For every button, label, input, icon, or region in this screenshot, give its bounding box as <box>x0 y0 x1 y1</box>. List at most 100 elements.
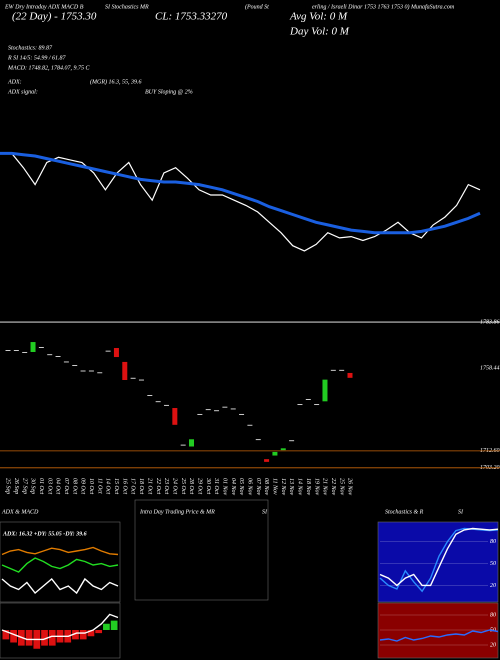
x-tick-label: 30 Sep <box>30 477 36 494</box>
x-tick-label: 25 Sep <box>5 478 11 494</box>
candle-body <box>163 404 169 406</box>
candle-body <box>72 365 78 366</box>
header-name: SI Stochastics MR <box>105 4 149 10</box>
candle-body <box>230 408 236 410</box>
x-tick-label: 06 Nov <box>247 478 253 496</box>
panel <box>134 499 269 601</box>
bar <box>95 630 103 634</box>
candle-body <box>322 379 328 402</box>
panel-title: ADX & MACD <box>1 509 39 515</box>
x-tick-label: 31 Oct <box>213 477 219 494</box>
candle-body <box>113 348 119 358</box>
x-tick-label: 11 Oct <box>96 478 102 494</box>
stat: Stochastics: 89.87 <box>8 45 53 51</box>
x-tick-label: 18 Oct <box>138 478 144 494</box>
x-tick-label: 21 Oct <box>146 478 152 494</box>
day-change: (22 Day) - 1753.30 <box>12 11 97 23</box>
line-series <box>379 629 499 642</box>
candle-body <box>80 370 86 372</box>
bar <box>10 630 17 643</box>
stat: (MGR) 16.3, 55, 39.6 <box>90 78 142 85</box>
x-tick-label: 12 Nov <box>280 478 286 496</box>
x-tick-label: 11 Nov <box>272 478 278 495</box>
y-tick-label: 80 <box>490 539 496 545</box>
candle-body <box>55 356 61 357</box>
stat: MACD: 1748.82, 1784.07, 9.75 C <box>7 64 90 71</box>
x-tick-label: 25 Nov <box>338 478 344 496</box>
candle-body <box>280 448 286 451</box>
candle-body <box>314 404 320 406</box>
candle-body <box>30 342 36 352</box>
y-tick-label: 80 <box>490 612 496 618</box>
candle-body <box>197 413 203 415</box>
x-tick-label: 19 Nov <box>313 478 319 496</box>
x-tick-label: 22 Nov <box>330 478 336 496</box>
x-tick-label: 18 Nov <box>305 478 311 496</box>
bar <box>103 623 110 630</box>
x-tick-label: 10 Oct <box>88 478 94 494</box>
candle-body <box>305 399 311 400</box>
x-tick-label: 22 Oct <box>155 478 161 494</box>
candle-body <box>63 361 69 363</box>
candle-body <box>5 350 11 351</box>
x-tick-label: 08 Oct <box>71 478 77 494</box>
annotation: ADX: 16.32 +DY: 55.05 -DY: 39.6 <box>2 531 87 537</box>
x-tick-label: 16 Oct <box>121 478 127 494</box>
x-tick-label: 04 Nov <box>230 478 237 496</box>
stat: BUY Sloping @ 2% <box>145 89 193 95</box>
y-tick-label: 1758.44 <box>480 364 500 371</box>
x-tick-label: 07 Nov <box>255 478 261 496</box>
x-tick-label: 28 Oct <box>188 478 194 494</box>
line-series <box>1 577 119 595</box>
x-tick-label: 04 Oct <box>55 478 62 494</box>
x-tick-label: 24 Oct <box>171 478 178 494</box>
candle-body <box>222 406 228 408</box>
panel-title: SI <box>458 509 464 515</box>
bar <box>87 630 95 637</box>
candle-body <box>13 350 19 351</box>
close: CL: 1753.33270 <box>155 11 228 23</box>
candle-body <box>97 372 103 374</box>
line-series <box>0 152 481 252</box>
line-series <box>1 546 119 556</box>
candle-body <box>22 351 28 353</box>
stat: ADX: <box>7 79 22 85</box>
candle-body <box>214 410 220 412</box>
header-name: erling / Israeli Dinar 1753 1763 1753 0)… <box>312 3 455 10</box>
candle-body <box>155 401 161 403</box>
x-tick-label: 25 Oct <box>180 478 186 494</box>
line-series <box>1 613 119 641</box>
candle-body <box>88 370 94 372</box>
x-tick-label: 07 Oct <box>63 478 69 494</box>
candle-body <box>147 395 153 396</box>
x-tick-label: 29 Oct <box>196 478 202 494</box>
day-vol: Day Vol: 0 M <box>289 26 350 38</box>
candle-body <box>122 361 128 380</box>
y-tick-label: 50 <box>490 561 496 567</box>
line-series <box>379 527 499 587</box>
candle-body <box>339 369 345 371</box>
x-tick-label: 26 Sep <box>13 478 19 494</box>
panel-title: SI <box>262 509 268 515</box>
line-series <box>1 557 119 573</box>
x-tick-label: 01 Nov <box>222 478 228 496</box>
candle-body <box>264 459 270 462</box>
x-tick-label: 05 Nov <box>238 478 244 496</box>
stat: ADX signal: <box>7 89 38 95</box>
bar <box>79 630 87 640</box>
candle-body <box>180 444 186 446</box>
bar <box>72 630 79 640</box>
x-tick-label: 13 Nov <box>288 478 294 496</box>
x-tick-label: 14 Oct <box>105 478 112 494</box>
stat: R SI 14/5: 54.99 / 61.87 <box>7 54 66 61</box>
bar <box>48 630 56 646</box>
candle-body <box>138 379 144 381</box>
bar <box>2 630 10 640</box>
candle-body <box>330 369 336 371</box>
y-tick-label: 20 <box>490 583 496 589</box>
y-tick-label: 20 <box>490 642 496 648</box>
x-tick-label: 14 Nov <box>297 478 304 496</box>
candle-body <box>247 424 253 426</box>
candle-body <box>130 377 136 379</box>
